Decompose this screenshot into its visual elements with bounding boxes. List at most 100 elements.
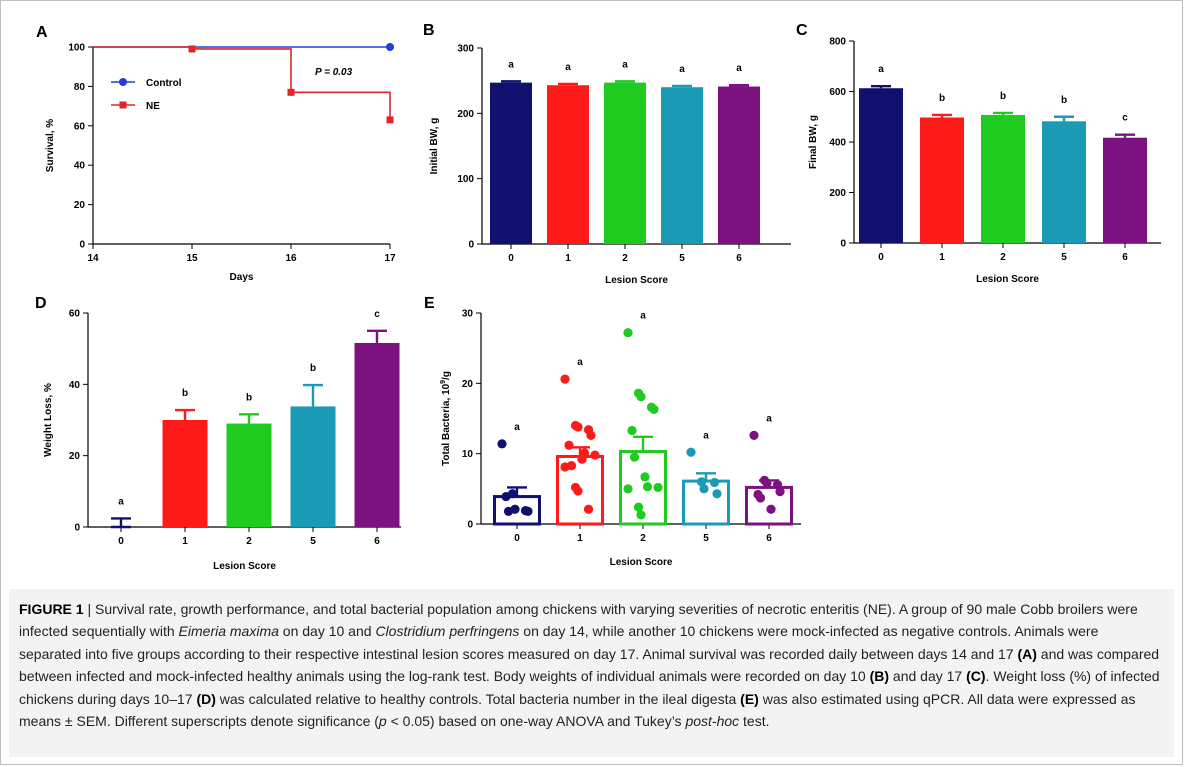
caption-text-9: < 0.05) based on one-way ANOVA and Tukey…	[386, 713, 686, 730]
x-tick-label: 5	[679, 253, 685, 264]
data-point	[640, 472, 650, 482]
x-tick-label: 6	[1122, 252, 1128, 263]
legend-marker-control	[119, 78, 127, 86]
caption-ref-e: (E)	[740, 690, 759, 707]
y-tick-label: 100	[68, 43, 85, 54]
legend-label-ne: NE	[146, 101, 160, 112]
y-tick-label: 600	[829, 87, 846, 98]
x-axis-label: Lesion Score	[213, 561, 276, 572]
caption-text-1: Survival rate, growth performance, and t…	[19, 601, 1138, 640]
survival-point-ne	[386, 116, 394, 124]
y-tick-label: 20	[462, 379, 474, 390]
data-point	[590, 450, 600, 460]
significance-letter: a	[577, 357, 583, 368]
y-axis-label: Final BW, g	[808, 115, 819, 169]
y-tick-label: 0	[79, 240, 85, 251]
caption-p-symbol: p	[378, 713, 387, 730]
data-point	[627, 425, 637, 436]
y-tick-label: 10	[462, 449, 474, 460]
caption-species-2: Clostridium perfringens	[375, 623, 520, 640]
figure-caption-box: FIGURE 1 | Survival rate, growth perform…	[9, 589, 1174, 757]
panel-label-c: C	[796, 22, 808, 39]
bar	[920, 117, 964, 243]
survival-point-ne	[287, 88, 295, 96]
x-tick-label: 0	[508, 253, 514, 264]
bar	[226, 423, 272, 527]
y-tick-label: 80	[74, 82, 86, 93]
y-axis-label-unit: /g	[441, 371, 452, 380]
survival-point-control	[386, 43, 394, 51]
x-tick-label: 5	[310, 536, 316, 547]
bar	[162, 420, 208, 527]
bar	[290, 406, 336, 527]
data-point	[523, 506, 533, 516]
y-tick-label: 800	[829, 37, 846, 48]
data-point	[686, 447, 696, 457]
x-tick-label: 6	[736, 253, 742, 264]
significance-letter: a	[514, 422, 520, 433]
significance-letter: a	[622, 59, 628, 70]
data-point	[775, 487, 785, 497]
significance-letter: a	[508, 59, 514, 70]
data-point	[573, 486, 583, 496]
bar	[354, 342, 400, 527]
significance-letter: a	[766, 413, 772, 424]
y-tick-label: 20	[74, 200, 86, 211]
x-tick-label: 0	[118, 536, 124, 547]
significance-letter: b	[182, 388, 188, 399]
legend-marker-ne	[119, 101, 127, 109]
caption-species-1: Eimeria maxima	[178, 623, 279, 640]
significance-letter: a	[703, 430, 709, 441]
y-tick-label: 100	[457, 174, 474, 185]
significance-letter: b	[246, 392, 252, 403]
x-tick-label: 6	[374, 536, 380, 547]
x-tick-label: 0	[514, 533, 520, 544]
p-value-annotation: P = 0.03	[315, 67, 353, 78]
data-point	[623, 484, 633, 494]
bar	[718, 86, 760, 245]
data-point	[583, 504, 594, 514]
y-axis-label: Total Bacteria, 109/g	[440, 371, 452, 466]
y-tick-label: 40	[69, 380, 81, 391]
data-point	[653, 482, 663, 493]
x-tick-label: 1	[565, 253, 571, 264]
data-point	[564, 440, 574, 450]
data-point	[636, 392, 646, 402]
y-axis-label: Weight Loss, %	[43, 383, 54, 457]
x-axis-label: Lesion Score	[605, 275, 668, 286]
x-tick-label: 2	[622, 253, 628, 264]
bar	[547, 85, 589, 245]
figure-caption: FIGURE 1 | Survival rate, growth perform…	[19, 598, 1164, 732]
y-axis-label: Survival, %	[45, 119, 56, 172]
x-tick-label: 5	[1061, 252, 1067, 263]
significance-letter: b	[1061, 95, 1067, 106]
legend-label-control: Control	[146, 78, 182, 89]
y-tick-label: 0	[467, 520, 473, 531]
significance-letter: b	[1000, 91, 1006, 102]
caption-text-2: on day 10 and	[278, 623, 376, 640]
y-axis-label-text: Final BW, g	[808, 115, 819, 169]
x-axis-label: Days	[230, 272, 254, 283]
survival-line-ne	[93, 46, 391, 120]
y-axis-label-superscript: 9	[440, 380, 447, 384]
x-tick-label: 14	[87, 253, 99, 264]
x-tick-label: 6	[766, 533, 772, 544]
significance-letter: c	[374, 309, 380, 320]
x-tick-label: 0	[878, 252, 884, 263]
x-tick-label: 2	[640, 533, 646, 544]
bar	[604, 82, 646, 244]
x-tick-label: 1	[939, 252, 945, 263]
data-point	[699, 484, 709, 494]
y-axis-label-text: Initial BW, g	[429, 118, 440, 175]
significance-letter: a	[640, 311, 646, 322]
bar	[1103, 137, 1147, 243]
panel-label-a: A	[36, 24, 48, 41]
caption-text-4: and was compared between infected and mo…	[19, 645, 1160, 685]
x-tick-label: 16	[285, 253, 297, 264]
panel-label-b: B	[423, 22, 435, 39]
y-tick-label: 60	[69, 309, 81, 320]
y-tick-label: 30	[462, 309, 474, 320]
data-point	[642, 482, 653, 492]
